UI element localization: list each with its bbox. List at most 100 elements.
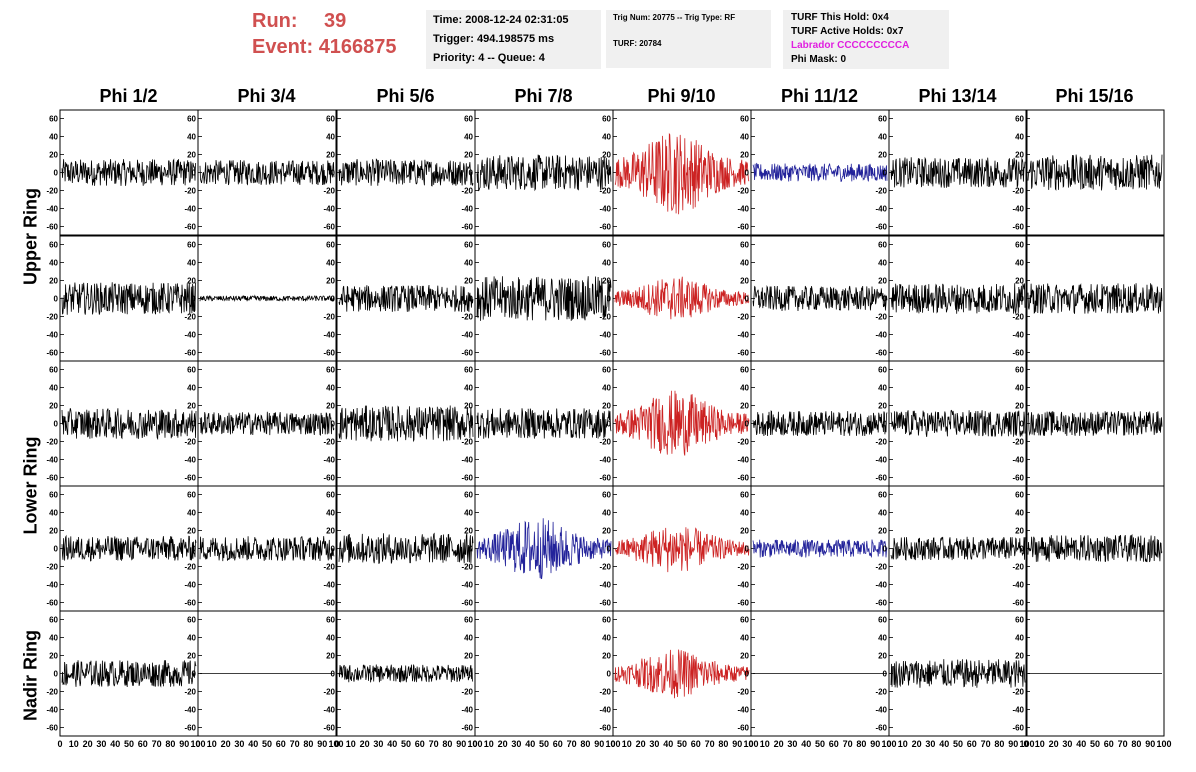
trigger-info-box: Trig Num: 20775 -- Trig Type: RF TURF: 2… [606, 10, 771, 68]
y-tick-label: -20 [184, 313, 196, 322]
x-tick-label: 80 [303, 739, 313, 749]
x-tick-label: 30 [96, 739, 106, 749]
y-tick-label: 60 [602, 616, 611, 625]
y-tick-label: 60 [878, 366, 887, 375]
y-tick-label: 0 [469, 420, 474, 429]
x-tick-label: 90 [179, 739, 189, 749]
waveform-trace-r1-c2 [199, 160, 335, 186]
x-tick-label: 90 [1008, 739, 1018, 749]
y-tick-label: -60 [875, 724, 887, 733]
x-tick-label: 20 [360, 739, 370, 749]
y-tick-label: 20 [187, 402, 196, 411]
y-tick-label: -40 [46, 205, 58, 214]
y-tick-label: 0 [745, 545, 750, 554]
x-tick-label: 20 [912, 739, 922, 749]
y-tick-label: 20 [187, 151, 196, 160]
y-tick-label: -60 [46, 724, 58, 733]
y-tick-label: -60 [1012, 223, 1024, 232]
y-tick-label: 60 [464, 616, 473, 625]
x-tick-label: 20 [221, 739, 231, 749]
y-tick-label: -20 [46, 187, 58, 196]
y-tick-label: -20 [875, 688, 887, 697]
x-tick-label: 30 [1062, 739, 1072, 749]
y-tick-label: 40 [878, 259, 887, 268]
x-tick-label: 70 [705, 739, 715, 749]
x-tick-label: 80 [856, 739, 866, 749]
column-title-4: Phi 7/8 [514, 86, 573, 106]
y-tick-label: 40 [187, 384, 196, 393]
y-tick-label: -40 [875, 706, 887, 715]
y-tick-label: 20 [326, 527, 335, 536]
x-tick-label: 60 [967, 739, 977, 749]
y-tick-label: -40 [875, 456, 887, 465]
y-tick-label: -60 [737, 474, 749, 483]
y-tick-label: -20 [461, 438, 473, 447]
y-tick-label: 40 [49, 509, 58, 518]
waveform-trace-r2-c4 [476, 276, 612, 321]
x-tick-label: 60 [138, 739, 148, 749]
y-tick-label: -60 [875, 349, 887, 358]
y-tick-label: -20 [46, 688, 58, 697]
y-tick-label: -20 [323, 438, 335, 447]
y-tick-label: -40 [323, 331, 335, 340]
x-tick-label: 90 [317, 739, 327, 749]
y-tick-label: 0 [1020, 169, 1025, 178]
y-tick-label: 40 [740, 634, 749, 643]
y-tick-label: -60 [1012, 599, 1024, 608]
x-tick-label: 50 [124, 739, 134, 749]
y-tick-label: 0 [745, 420, 750, 429]
waveform-trace-r1-c5 [614, 132, 750, 215]
x-tick-label: 90 [732, 739, 742, 749]
column-title-5: Phi 9/10 [647, 86, 716, 106]
y-tick-label: 40 [49, 259, 58, 268]
y-tick-label: -40 [1012, 581, 1024, 590]
y-tick-label: 0 [607, 670, 612, 679]
run-value: 39 [324, 10, 347, 32]
waveform-trace-r4-c1 [61, 534, 197, 562]
y-tick-label: 20 [464, 652, 473, 661]
y-tick-label: 20 [464, 527, 473, 536]
x-tick-label: 10 [898, 739, 908, 749]
y-tick-label: -20 [599, 438, 611, 447]
x-tick-label: 50 [1090, 739, 1100, 749]
y-tick-label: 0 [1020, 420, 1025, 429]
y-tick-label: -20 [184, 563, 196, 572]
x-tick-label: 40 [663, 739, 673, 749]
y-tick-label: 60 [464, 241, 473, 250]
x-tick-label: 40 [1076, 739, 1086, 749]
x-tick-label: 60 [553, 739, 563, 749]
x-tick-label: 70 [843, 739, 853, 749]
y-tick-label: 0 [469, 295, 474, 304]
trig-num-line: Trig Num: 20775 -- Trig Type: RF [613, 13, 736, 22]
y-tick-label: -60 [46, 599, 58, 608]
y-tick-label: -20 [323, 187, 335, 196]
y-tick-label: 40 [878, 509, 887, 518]
turf-line: TURF: 20784 [613, 39, 662, 48]
y-tick-label: -20 [461, 688, 473, 697]
y-tick-label: 40 [49, 384, 58, 393]
waveform-trace-r2-c1 [61, 282, 197, 315]
y-tick-label: -60 [737, 223, 749, 232]
y-tick-label: 60 [602, 491, 611, 500]
x-tick-label: 100 [743, 739, 758, 749]
x-tick-label: 100 [467, 739, 482, 749]
y-tick-label: 0 [883, 670, 888, 679]
y-tick-label: -60 [46, 349, 58, 358]
x-tick-label: 90 [594, 739, 604, 749]
y-tick-label: -20 [599, 563, 611, 572]
x-tick-label: 0 [472, 739, 477, 749]
y-tick-label: 0 [883, 545, 888, 554]
y-tick-label: 60 [464, 115, 473, 124]
waveform-trace-r4-c2 [199, 536, 335, 562]
x-tick-label: 60 [276, 739, 286, 749]
waveform-trace-r4-c8 [1027, 533, 1163, 563]
y-tick-label: 60 [187, 616, 196, 625]
y-tick-label: 20 [878, 402, 887, 411]
x-tick-label: 20 [774, 739, 784, 749]
y-tick-label: -20 [875, 563, 887, 572]
y-tick-label: -40 [184, 706, 196, 715]
y-tick-label: -20 [599, 688, 611, 697]
y-tick-label: -60 [323, 724, 335, 733]
y-tick-label: -20 [599, 187, 611, 196]
